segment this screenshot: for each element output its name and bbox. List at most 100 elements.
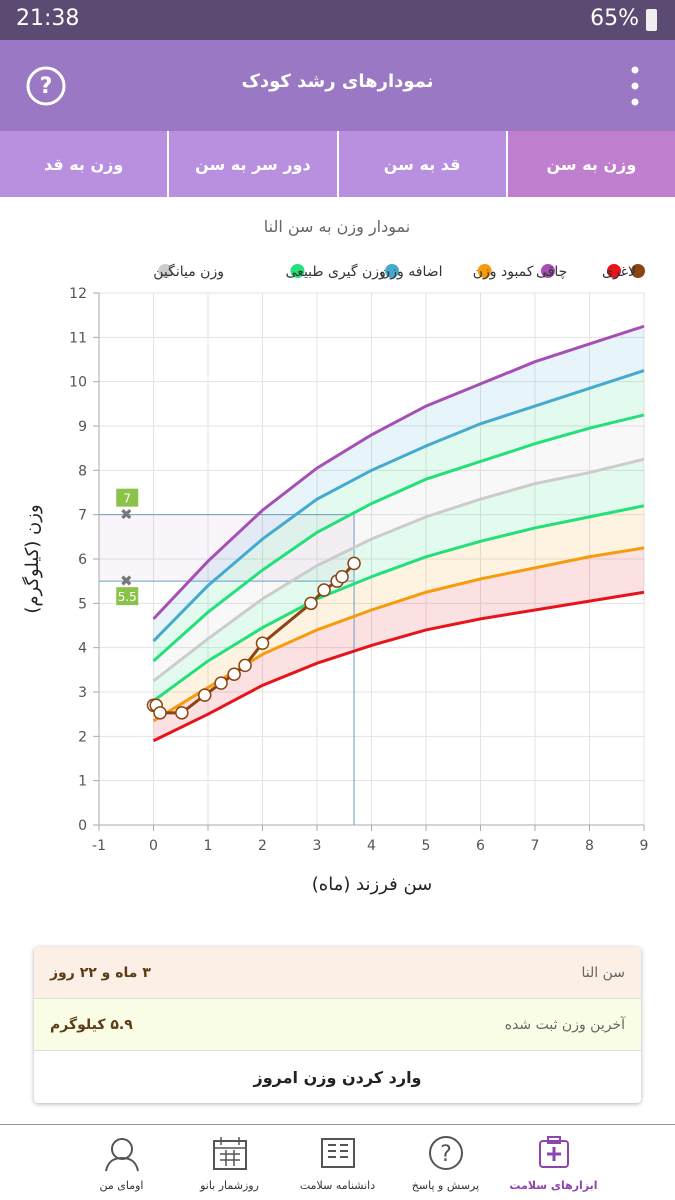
y-tick-label: 10 bbox=[69, 375, 87, 391]
nav-label: ابزارهای سلامت bbox=[509, 1179, 598, 1192]
nav-item[interactable]: ? پرسش و پاسخ bbox=[392, 1125, 500, 1200]
legend-swatch bbox=[631, 264, 645, 278]
guide-label: 7 bbox=[123, 492, 131, 506]
guide-marker: ✖ bbox=[120, 506, 133, 524]
info-value: ۵.۹ کیلوگرم bbox=[50, 1016, 133, 1033]
bottom-nav: ابزارهای سلامت? پرسش و پاسخ دانشنامه سلامت… bbox=[0, 1124, 675, 1200]
legend-swatch bbox=[541, 264, 555, 278]
battery-icon bbox=[646, 9, 657, 31]
header: ? نمودارهای رشد کودک bbox=[0, 40, 675, 131]
tab[interactable]: وزن به سن bbox=[505, 131, 675, 197]
tabs: وزن به سن قد به سن دور سر به سن وزن به قد bbox=[0, 131, 675, 197]
nav-icon bbox=[104, 1138, 139, 1172]
y-tick-label: 0 bbox=[78, 818, 87, 834]
child-point bbox=[255, 636, 270, 650]
legend-label: لاغری bbox=[602, 264, 636, 280]
band bbox=[153, 370, 644, 661]
y-axis-label: وزن (کیلوگرم) bbox=[21, 504, 43, 613]
child-point bbox=[153, 706, 167, 720]
reference-line bbox=[152, 457, 645, 683]
nav-item[interactable]: دانشنامه سلامت bbox=[284, 1125, 392, 1200]
chart-title: نمودار وزن به سن النا bbox=[264, 217, 410, 237]
nav-label: پرسش و پاسخ bbox=[411, 1179, 480, 1192]
child-point bbox=[197, 688, 212, 702]
nav-item[interactable]: روزشمار بانو bbox=[176, 1125, 284, 1200]
child-point bbox=[304, 596, 318, 611]
nav-icon bbox=[538, 1136, 569, 1168]
child-point bbox=[214, 676, 228, 690]
enter-weight-button[interactable]: وارد کردن وزن امروز bbox=[253, 1067, 422, 1087]
guide-label: 5.5 bbox=[118, 590, 137, 604]
nav-label: دانشنامه سلامت bbox=[299, 1179, 376, 1192]
guide-label-box bbox=[116, 488, 139, 507]
nav-icon bbox=[320, 1138, 355, 1168]
legend-swatch bbox=[477, 264, 492, 278]
y-tick-label: 3 bbox=[78, 685, 87, 701]
reference-line bbox=[152, 413, 645, 663]
legend-label: اضافه وزن bbox=[380, 264, 443, 280]
y-tick-label: 9 bbox=[78, 419, 87, 435]
x-axis-label: سن فرزند (ماه) bbox=[312, 874, 433, 895]
legend-label: چاقی bbox=[536, 264, 567, 280]
info-row: سن النا ۳ ماه و ۲۲ روز bbox=[34, 947, 641, 999]
legend-label: وزن میانگین bbox=[153, 263, 224, 280]
x-tick-label: 6 bbox=[476, 838, 485, 854]
nav-label: اومای من bbox=[99, 1179, 144, 1192]
child-point bbox=[175, 706, 189, 720]
band bbox=[153, 326, 644, 642]
tab[interactable]: قد به سن bbox=[336, 131, 506, 197]
time: 21:38 bbox=[16, 6, 80, 31]
reference-line bbox=[152, 504, 645, 703]
band bbox=[153, 459, 644, 701]
band bbox=[153, 414, 644, 681]
status-bar: 21:38 65% bbox=[0, 0, 675, 40]
svg-text:?: ? bbox=[440, 1142, 452, 1167]
y-tick-label: 4 bbox=[78, 641, 87, 657]
info-label: سن النا bbox=[581, 964, 625, 981]
legend-swatch bbox=[607, 264, 621, 278]
child-point bbox=[335, 569, 349, 584]
legend-swatch bbox=[290, 264, 305, 278]
legend-label: کمبود وزن bbox=[473, 264, 534, 280]
child-point bbox=[317, 583, 331, 597]
y-tick-label: 7 bbox=[78, 508, 87, 524]
y-tick-label: 2 bbox=[78, 729, 87, 745]
tab[interactable]: وزن به قد bbox=[43, 154, 124, 174]
y-tick-label: 11 bbox=[69, 330, 87, 346]
nav-icon: ? bbox=[428, 1136, 463, 1170]
nav-item[interactable]: ابزارهای سلامت bbox=[500, 1125, 608, 1200]
child-point bbox=[238, 658, 252, 673]
x-tick-label: 8 bbox=[585, 838, 594, 854]
x-tick-label: 9 bbox=[640, 838, 649, 854]
info-row: آخرین وزن ثبت شده ۵.۹ کیلوگرم bbox=[34, 999, 641, 1051]
reference-line bbox=[152, 324, 645, 620]
nav-item[interactable]: اومای من bbox=[68, 1125, 176, 1200]
child-point bbox=[227, 667, 241, 682]
nav-label: روزشمار بانو bbox=[200, 1179, 259, 1192]
info-label: آخرین وزن ثبت شده bbox=[504, 1016, 625, 1033]
band bbox=[153, 505, 644, 721]
battery: 65% bbox=[590, 6, 639, 31]
menu-button[interactable] bbox=[631, 66, 639, 106]
x-tick-label: -1 bbox=[92, 838, 106, 854]
x-tick-label: 7 bbox=[531, 838, 540, 854]
x-tick-label: 2 bbox=[258, 838, 267, 854]
legend-swatch bbox=[385, 264, 400, 278]
reference-line bbox=[152, 590, 645, 743]
chart: نمودار وزن به سن النا سن فرزند (ماه) وزن (… bbox=[21, 217, 649, 895]
y-tick-label: 8 bbox=[78, 463, 87, 479]
legend-label: وزن گیری طبیعی bbox=[286, 263, 386, 280]
x-tick-label: 5 bbox=[422, 838, 431, 854]
x-tick-label: 0 bbox=[149, 838, 158, 854]
y-tick-label: 6 bbox=[78, 552, 87, 568]
nav-icon bbox=[212, 1137, 247, 1170]
tab[interactable]: دور سر به سن bbox=[167, 131, 336, 197]
header-icons: ? bbox=[26, 66, 639, 106]
child-point bbox=[347, 556, 361, 571]
guide-label-box bbox=[116, 587, 139, 606]
info-value: ۳ ماه و ۲۲ روز bbox=[50, 964, 151, 981]
help-button[interactable]: ? bbox=[26, 66, 66, 106]
header-title: نمودارهای رشد کودک bbox=[241, 71, 434, 92]
x-tick-label: 4 bbox=[367, 838, 376, 854]
